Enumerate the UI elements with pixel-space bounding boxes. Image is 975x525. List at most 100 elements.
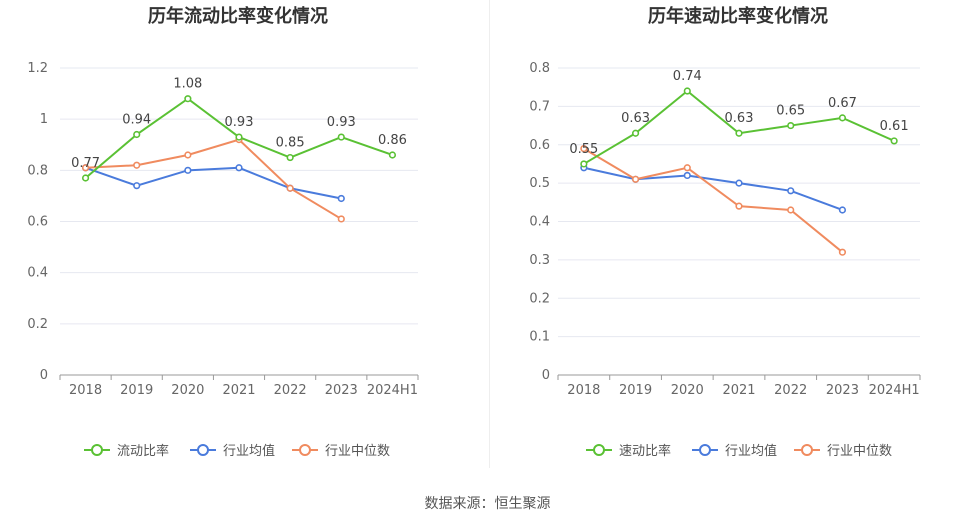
data-point <box>235 133 243 141</box>
legend-item: 行业中位数 <box>292 444 390 459</box>
y-tick-label: 0.4 <box>529 215 550 230</box>
y-tick-label: 1 <box>40 112 48 127</box>
data-point <box>81 164 90 172</box>
legend-marker <box>699 444 711 456</box>
data-label: 0.85 <box>276 136 305 151</box>
data-point <box>890 137 898 145</box>
x-tick-label: 2024H1 <box>869 383 920 398</box>
x-tick-label: 2023 <box>826 383 859 398</box>
legend-item: 流动比率 <box>84 443 169 459</box>
data-label: 0.74 <box>673 69 702 84</box>
x-tick-label: 2018 <box>69 383 102 398</box>
data-label: 0.86 <box>378 133 407 148</box>
y-tick-label: 0.6 <box>529 138 550 153</box>
legend-item: 行业均值 <box>692 443 777 459</box>
panel-divider <box>489 0 490 468</box>
data-point <box>81 174 90 182</box>
x-tick-label: 2023 <box>325 383 358 398</box>
data-point <box>735 179 743 187</box>
x-tick-label: 2020 <box>671 383 704 398</box>
x-tick-label: 2021 <box>722 383 755 398</box>
legend-label: 行业中位数 <box>325 444 390 459</box>
chart-panel-current-ratio: 历年流动比率变化情况 0 0.2 0.4 0.6 0.8 1 1.2 2018 2019 2020 2… <box>0 0 488 468</box>
series-line <box>85 166 342 200</box>
data-point <box>683 171 691 180</box>
data-label: 0.94 <box>122 113 151 128</box>
chart-panel-quick-ratio: 历年速动比率变化情况 0 0.1 0.2 0.3 0.4 0.5 0.6 0.7 0.8 2018 2… <box>490 0 975 468</box>
legend-marker <box>91 444 103 456</box>
y-tick-label: 0.8 <box>27 163 48 178</box>
chart-title: 历年速动比率变化情况 <box>648 5 828 27</box>
legend-marker <box>197 444 209 456</box>
y-tick-label: 0 <box>40 368 48 383</box>
x-tick-label: 2019 <box>619 383 652 398</box>
x-tick-label: 2022 <box>274 383 307 398</box>
legend-marker <box>299 444 311 456</box>
data-point <box>235 164 243 172</box>
legend-label: 行业中位数 <box>827 444 892 459</box>
data-point <box>787 121 795 130</box>
x-tick-label: 2019 <box>120 383 153 398</box>
data-point <box>286 153 294 162</box>
x-tick-label: 2020 <box>171 383 204 398</box>
y-tick-label: 0 <box>542 368 550 383</box>
data-point <box>838 114 847 122</box>
data-point <box>838 248 847 256</box>
data-point <box>631 175 640 183</box>
data-label: 1.08 <box>173 77 202 92</box>
legend-label: 流动比率 <box>117 443 169 459</box>
data-point <box>337 133 345 141</box>
data-label: 0.61 <box>880 119 909 134</box>
data-point <box>787 206 795 214</box>
legend-label: 行业均值 <box>223 443 275 459</box>
data-label: 0.55 <box>569 142 598 157</box>
data-label: 0.67 <box>828 96 857 111</box>
series-line <box>583 166 843 211</box>
legend-item: 行业中位数 <box>794 444 892 459</box>
data-point <box>184 95 192 103</box>
data-label: 0.65 <box>776 104 805 119</box>
data-point <box>683 87 691 95</box>
data-point <box>286 184 294 192</box>
data-point <box>337 215 345 223</box>
x-tick-label: 2021 <box>222 383 255 398</box>
legend-label: 行业均值 <box>725 443 777 459</box>
legend-marker <box>593 444 605 456</box>
legend-item: 速动比率 <box>586 443 671 459</box>
data-label: 0.63 <box>725 111 754 126</box>
chart-title: 历年流动比率变化情况 <box>148 5 328 27</box>
y-tick-label: 0.7 <box>529 99 550 114</box>
y-tick-label: 0.8 <box>529 61 550 76</box>
data-point <box>787 187 795 195</box>
data-point <box>735 202 743 210</box>
data-point <box>133 130 141 139</box>
y-tick-label: 1.2 <box>27 61 48 76</box>
data-point <box>133 161 141 169</box>
data-point <box>838 206 847 214</box>
legend-marker <box>801 444 813 456</box>
data-label: 0.93 <box>327 115 356 130</box>
data-point <box>184 166 192 174</box>
data-point <box>580 160 588 168</box>
x-tick-label: 2024H1 <box>367 383 418 398</box>
y-tick-label: 0.3 <box>529 253 550 268</box>
data-point <box>337 194 345 203</box>
y-tick-label: 0.2 <box>27 317 48 332</box>
data-point <box>133 182 141 190</box>
y-tick-label: 0.4 <box>27 266 48 281</box>
y-tick-label: 0.1 <box>529 330 550 345</box>
x-tick-label: 2022 <box>774 383 807 398</box>
legend-label: 速动比率 <box>619 443 671 459</box>
data-point <box>184 151 192 159</box>
series-line <box>85 138 342 220</box>
data-label: 0.63 <box>621 111 650 126</box>
y-tick-label: 0.5 <box>529 176 550 191</box>
chart-current-ratio: 历年流动比率变化情况 0 0.2 0.4 0.6 0.8 1 1.2 2018 2019 2020 2… <box>27 5 419 459</box>
data-point <box>580 144 588 153</box>
legend-item: 行业均值 <box>190 443 275 459</box>
y-tick-label: 0.6 <box>27 215 48 230</box>
data-point <box>388 151 397 159</box>
chart-quick-ratio: 历年速动比率变化情况 0 0.1 0.2 0.3 0.4 0.5 0.6 0.7 0.8 2018 2… <box>529 5 921 459</box>
y-tick-label: 0.2 <box>529 291 550 306</box>
data-point <box>735 129 743 137</box>
